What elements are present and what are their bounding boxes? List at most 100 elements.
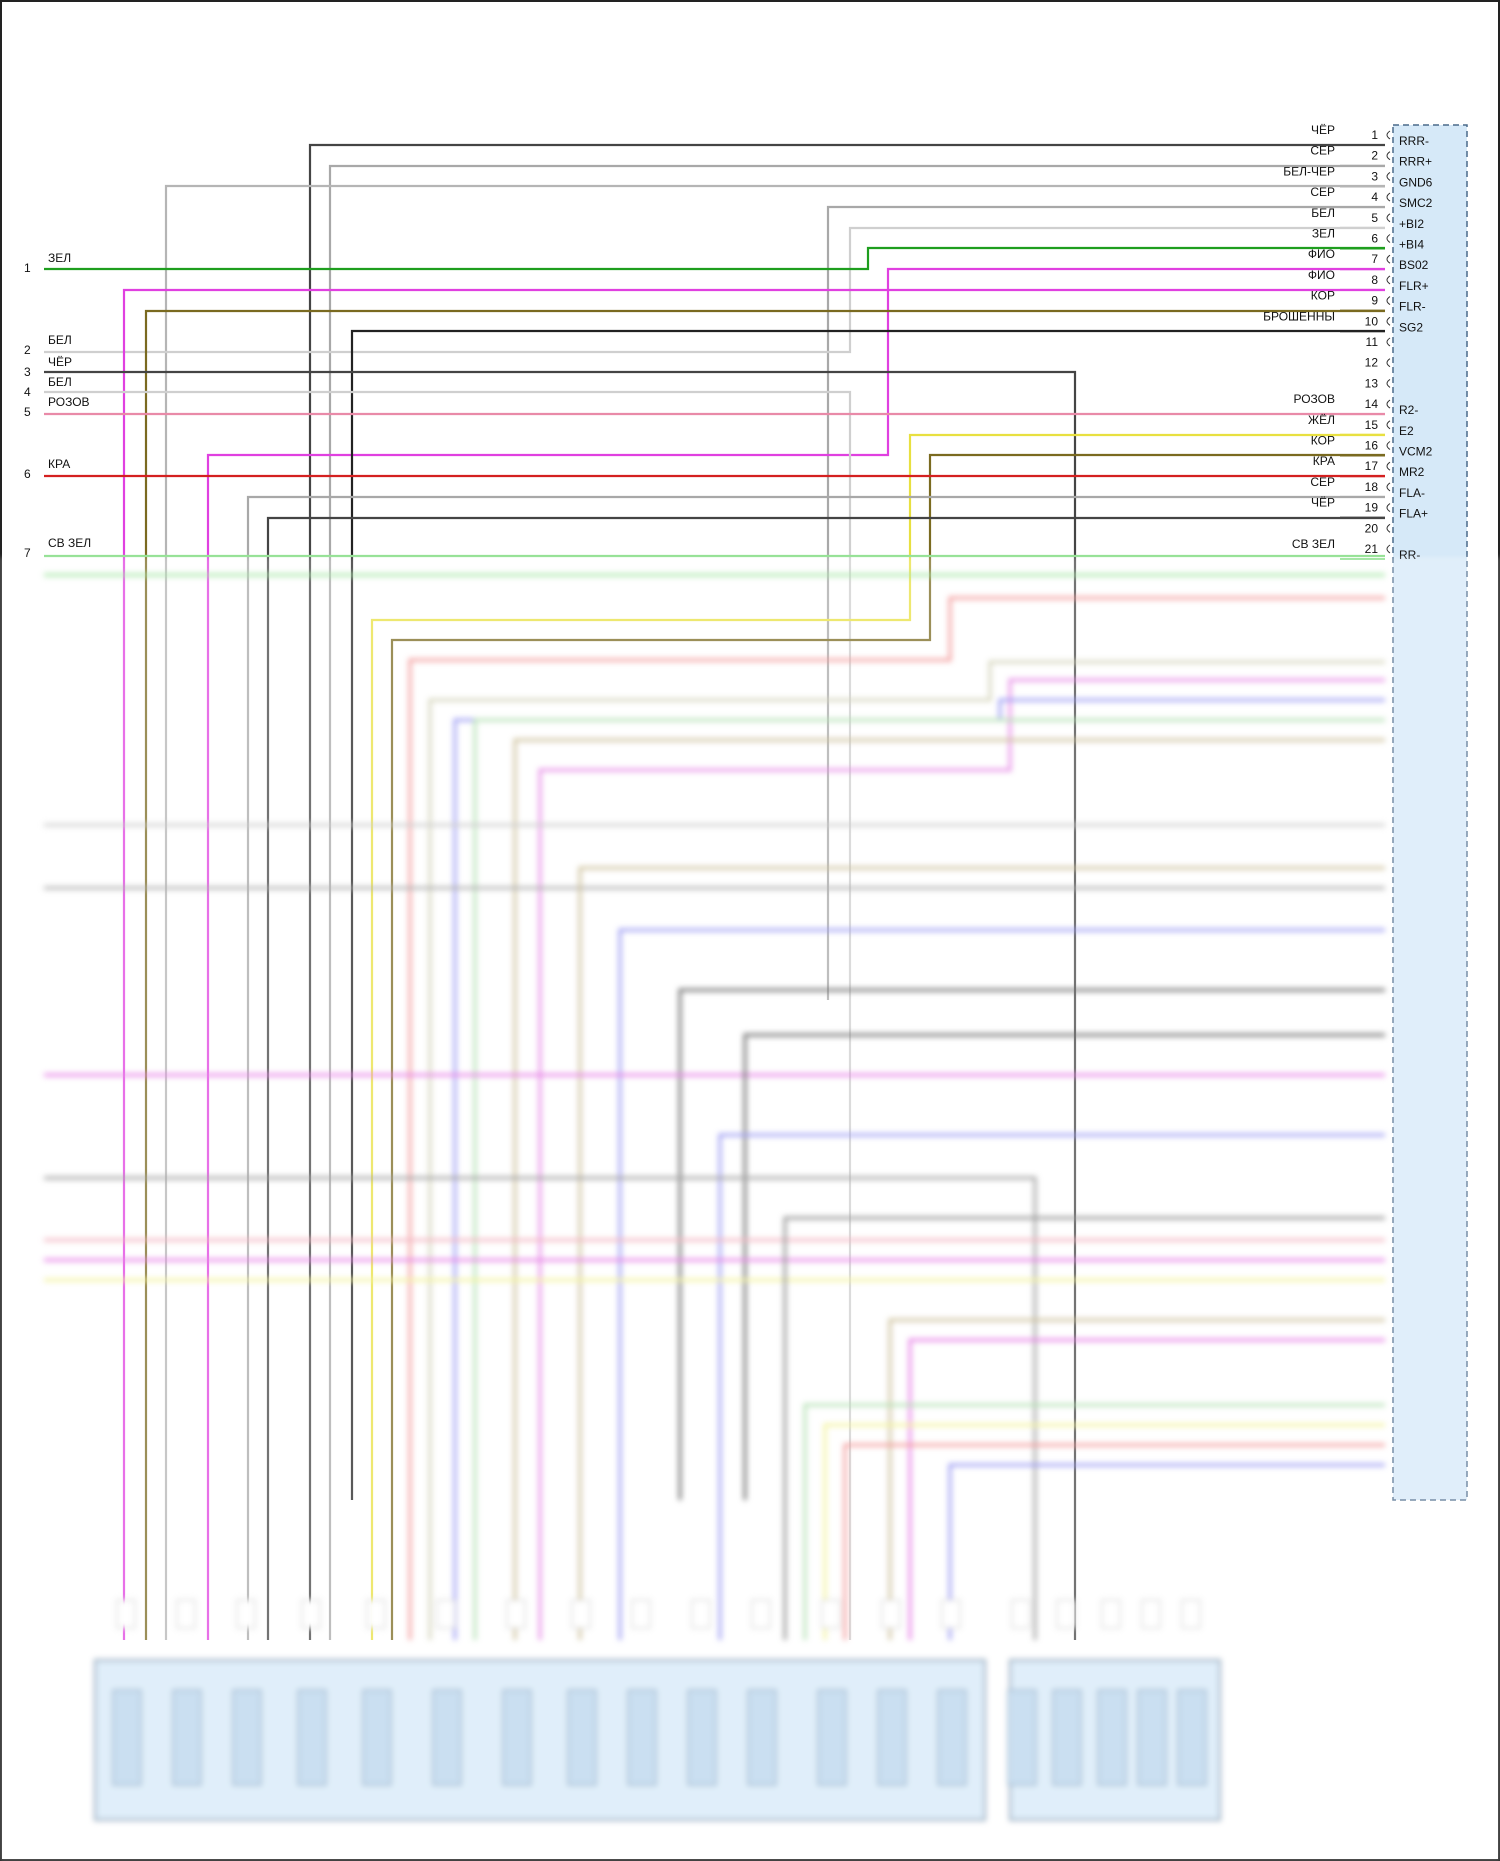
wire — [328, 164, 1385, 1640]
wire — [390, 453, 1385, 1640]
connector-block — [1097, 1689, 1127, 1786]
connector-label — [236, 1599, 256, 1629]
lower-wire — [538, 678, 1385, 1640]
pin-terminal — [1386, 275, 1391, 285]
lower-wire — [44, 1176, 1037, 1640]
connector-label — [506, 1599, 526, 1629]
right-signal-name: SG2 — [1399, 320, 1423, 334]
connector-label — [176, 1599, 196, 1629]
pin-terminal — [1386, 213, 1391, 223]
connector-label — [436, 1599, 456, 1629]
connector-label — [366, 1599, 386, 1629]
lower-wire — [783, 1216, 1385, 1640]
right-signal-name: R2- — [1399, 403, 1418, 417]
right-wire-label: БЕЛ — [1311, 206, 1335, 220]
wire — [206, 267, 1385, 1640]
connector-label — [1101, 1599, 1121, 1629]
pin-terminal — [1386, 399, 1391, 409]
right-pin-number: 9 — [1371, 294, 1378, 308]
lower-diagram-area — [44, 573, 1385, 1821]
lower-wire — [908, 1338, 1385, 1640]
right-pin-number: 14 — [1365, 397, 1379, 411]
wire — [44, 370, 1077, 1640]
wire — [44, 246, 1385, 271]
wire — [144, 309, 1385, 1640]
right-pin-number: 2 — [1371, 149, 1378, 163]
wire — [246, 495, 1385, 1640]
right-pin-number: 10 — [1365, 314, 1379, 328]
connector-block — [1177, 1689, 1207, 1786]
left-wire-label: РОЗОВ — [48, 395, 90, 409]
right-signal-name: VCM2 — [1399, 445, 1433, 459]
right-module — [1392, 124, 1468, 1501]
pin-terminal — [1386, 192, 1391, 202]
right-pin-number: 11 — [1366, 335, 1379, 349]
right-pin-number: 19 — [1365, 501, 1379, 515]
wire — [370, 433, 1385, 1640]
connector-label — [1141, 1599, 1161, 1629]
right-pin-number: 3 — [1371, 169, 1378, 183]
lower-wire — [618, 928, 1385, 1640]
pin-terminal — [1386, 420, 1391, 430]
right-pin-number: 8 — [1371, 273, 1378, 287]
lower-wire — [843, 1443, 1385, 1640]
pin-terminal — [1386, 234, 1391, 243]
right-wire-label: РОЗОВ — [1293, 392, 1335, 406]
left-wire-label: КРА — [48, 457, 70, 471]
right-wire-label: ФИО — [1308, 247, 1335, 261]
lower-wire — [823, 1423, 1385, 1640]
connector-label — [1181, 1599, 1201, 1629]
connector-block — [232, 1689, 262, 1786]
right-pin-number: 5 — [1371, 211, 1378, 225]
bottom-module-left — [94, 1659, 986, 1821]
right-pin-number: 17 — [1365, 459, 1379, 473]
pin-terminal — [1386, 254, 1391, 264]
wire — [44, 390, 852, 1640]
pin-terminal — [1386, 441, 1391, 450]
pin-terminal — [1386, 482, 1391, 492]
pin-terminal — [1386, 544, 1391, 554]
lower-wire — [428, 660, 1385, 1640]
right-wire-label: СЕР — [1310, 185, 1335, 199]
right-pin-number: 18 — [1365, 480, 1379, 494]
wire-harness-static — [1386, 130, 1391, 554]
connector-block — [172, 1689, 202, 1786]
right-signal-name: SMC2 — [1399, 196, 1433, 210]
right-pin-number: 16 — [1365, 439, 1379, 453]
connector-block — [747, 1689, 777, 1786]
lower-wire — [718, 1133, 1385, 1640]
left-wire-label: БЕЛ — [48, 375, 72, 389]
right-signal-name: RR- — [1399, 548, 1420, 562]
left-pin-number: 7 — [24, 546, 31, 560]
right-pin-number: 4 — [1371, 190, 1378, 204]
right-signal-name: BS02 — [1399, 258, 1429, 272]
right-wire-label: ЖЁЛ — [1308, 413, 1335, 427]
connector-block — [567, 1689, 597, 1786]
right-signal-name: FLA- — [1399, 486, 1425, 500]
pin-terminal — [1386, 296, 1391, 306]
left-wire-label: ЗЕЛ — [48, 251, 71, 265]
connector-block — [1052, 1689, 1082, 1786]
wire — [164, 184, 1385, 1640]
lower-wires — [44, 573, 1385, 1640]
pin-terminal — [1386, 523, 1391, 533]
wires-upper — [44, 143, 1385, 1640]
right-pin-number: 21 — [1365, 542, 1379, 556]
lower-wire — [473, 718, 1385, 1640]
left-pin-number: 1 — [24, 261, 31, 275]
right-wire-label: ЧЁР — [1311, 123, 1335, 137]
pin-terminal — [1386, 503, 1391, 513]
connector-label — [881, 1599, 901, 1629]
pin-terminal — [1386, 358, 1391, 368]
connector-block — [297, 1689, 327, 1786]
connector-block — [817, 1689, 847, 1786]
connector-label — [821, 1599, 841, 1629]
connector-block — [1137, 1689, 1167, 1786]
right-signal-name: GND6 — [1399, 175, 1433, 189]
right-wire-label: БЕЛ-ЧЕР — [1283, 164, 1335, 178]
connector-block — [112, 1689, 142, 1786]
connector-block — [362, 1689, 392, 1786]
pin-terminal — [1386, 316, 1391, 326]
